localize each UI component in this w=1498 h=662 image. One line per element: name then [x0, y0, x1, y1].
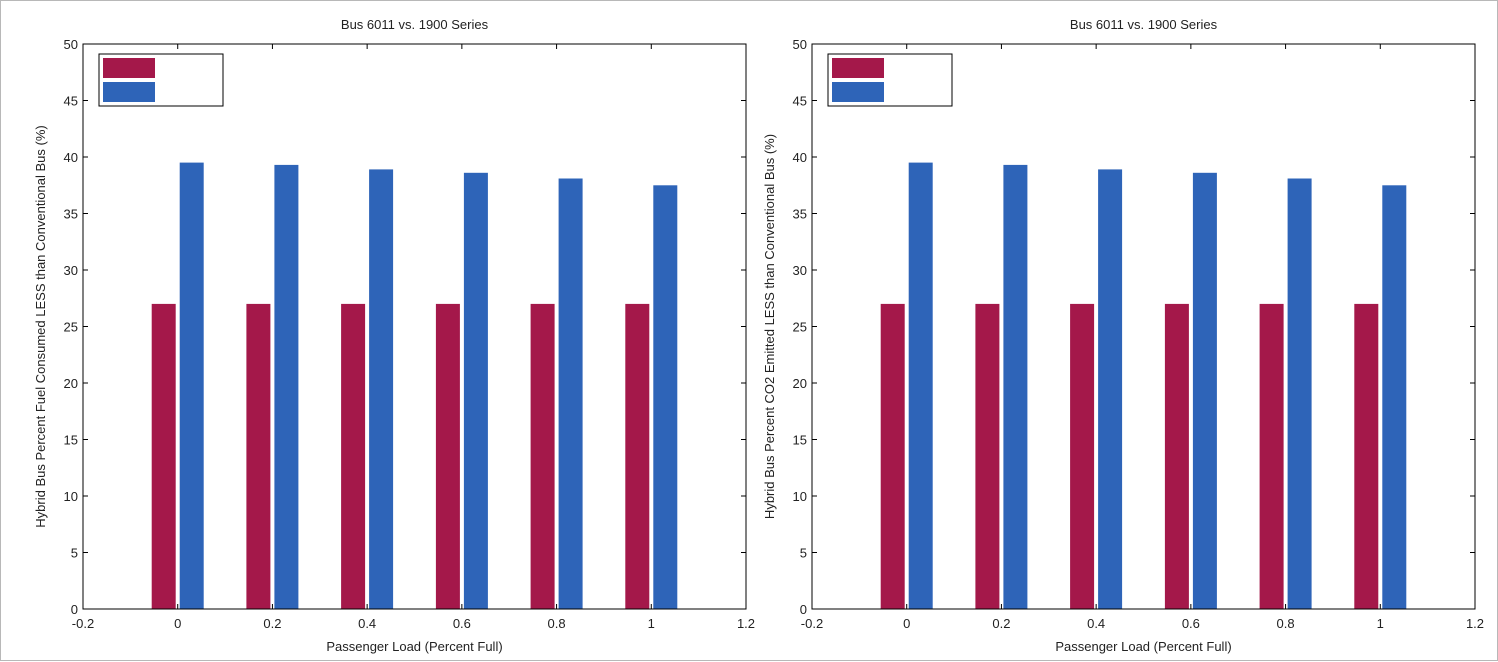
chart-title: Bus 6011 vs. 1900 Series — [1070, 17, 1218, 32]
x-tick-label: 0 — [174, 616, 181, 631]
y-tick-label: 20 — [64, 376, 78, 391]
x-tick-label: 0 — [903, 616, 910, 631]
y-tick-label: 50 — [793, 37, 807, 52]
bar-stopped-0.8 — [530, 303, 555, 609]
chart-title: Bus 6011 vs. 1900 Series — [341, 17, 489, 32]
y-tick-label: 35 — [793, 207, 807, 222]
y-tick-label: 10 — [64, 489, 78, 504]
y-tick-label: 40 — [793, 150, 807, 165]
bar-stopped-0 — [880, 303, 905, 609]
bar-cruising-0.6 — [463, 172, 488, 610]
bar-stopped-1 — [625, 303, 650, 609]
y-tick-label: 10 — [793, 489, 807, 504]
x-tick-label: -0.2 — [801, 616, 823, 631]
y-tick-label: 25 — [793, 320, 807, 335]
x-tick-label: 1.2 — [1466, 616, 1484, 631]
x-axis-label: Passenger Load (Percent Full) — [326, 639, 502, 654]
legend-swatch-stopped — [103, 58, 155, 78]
y-tick-label: 15 — [793, 433, 807, 448]
bar-stopped-0.6 — [1164, 303, 1189, 609]
legend-swatch-cruising — [103, 82, 155, 102]
x-tick-label: -0.2 — [72, 616, 94, 631]
bar-stopped-1 — [1354, 303, 1379, 609]
x-tick-label: 1 — [648, 616, 655, 631]
x-tick-label: 0.8 — [1277, 616, 1295, 631]
x-tick-label: 0.8 — [548, 616, 566, 631]
y-tick-label: 40 — [64, 150, 78, 165]
x-tick-label: 0.2 — [992, 616, 1010, 631]
bar-cruising-0.6 — [1192, 172, 1217, 610]
y-tick-label: 5 — [71, 546, 78, 561]
y-tick-label: 0 — [71, 602, 78, 617]
bar-cruising-0.8 — [1287, 178, 1312, 609]
x-tick-label: 0.4 — [1087, 616, 1105, 631]
x-tick-label: 0.4 — [358, 616, 376, 631]
x-axis-label: Passenger Load (Percent Full) — [1055, 639, 1231, 654]
bar-cruising-0 — [179, 162, 204, 609]
bar-stopped-0.2 — [975, 303, 1000, 609]
y-tick-label: 30 — [64, 263, 78, 278]
x-tick-label: 0.6 — [453, 616, 471, 631]
y-tick-label: 50 — [64, 37, 78, 52]
x-tick-label: 1.2 — [737, 616, 755, 631]
y-tick-label: 30 — [793, 263, 807, 278]
y-tick-label: 5 — [800, 546, 807, 561]
bar-stopped-0 — [151, 303, 176, 609]
bar-cruising-0.2 — [1003, 164, 1028, 609]
bar-cruising-1 — [1382, 185, 1407, 610]
x-tick-label: 1 — [1377, 616, 1384, 631]
bar-stopped-0.6 — [435, 303, 460, 609]
bar-stopped-0.2 — [246, 303, 271, 609]
bar-cruising-0.2 — [274, 164, 299, 609]
legend-swatch-stopped — [832, 58, 884, 78]
y-axis-label: Hybrid Bus Percent Fuel Consumed LESS th… — [33, 125, 48, 527]
y-tick-label: 45 — [64, 94, 78, 109]
bar-cruising-0.4 — [369, 169, 394, 609]
legend-swatch-cruising — [832, 82, 884, 102]
bar-stopped-0.8 — [1259, 303, 1284, 609]
bar-cruising-0 — [908, 162, 933, 609]
bar-cruising-0.8 — [558, 178, 583, 609]
y-tick-label: 25 — [64, 320, 78, 335]
y-tick-label: 45 — [793, 94, 807, 109]
bar-cruising-0.4 — [1098, 169, 1123, 609]
bar-stopped-0.4 — [341, 303, 366, 609]
x-tick-label: 0.2 — [263, 616, 281, 631]
y-tick-label: 35 — [64, 207, 78, 222]
y-tick-label: 20 — [793, 376, 807, 391]
bar-stopped-0.4 — [1070, 303, 1095, 609]
bar-cruising-1 — [653, 185, 678, 610]
y-tick-label: 15 — [64, 433, 78, 448]
y-tick-label: 0 — [800, 602, 807, 617]
x-tick-label: 0.6 — [1182, 616, 1200, 631]
y-axis-label: Hybrid Bus Percent CO2 Emitted LESS than… — [762, 134, 777, 519]
